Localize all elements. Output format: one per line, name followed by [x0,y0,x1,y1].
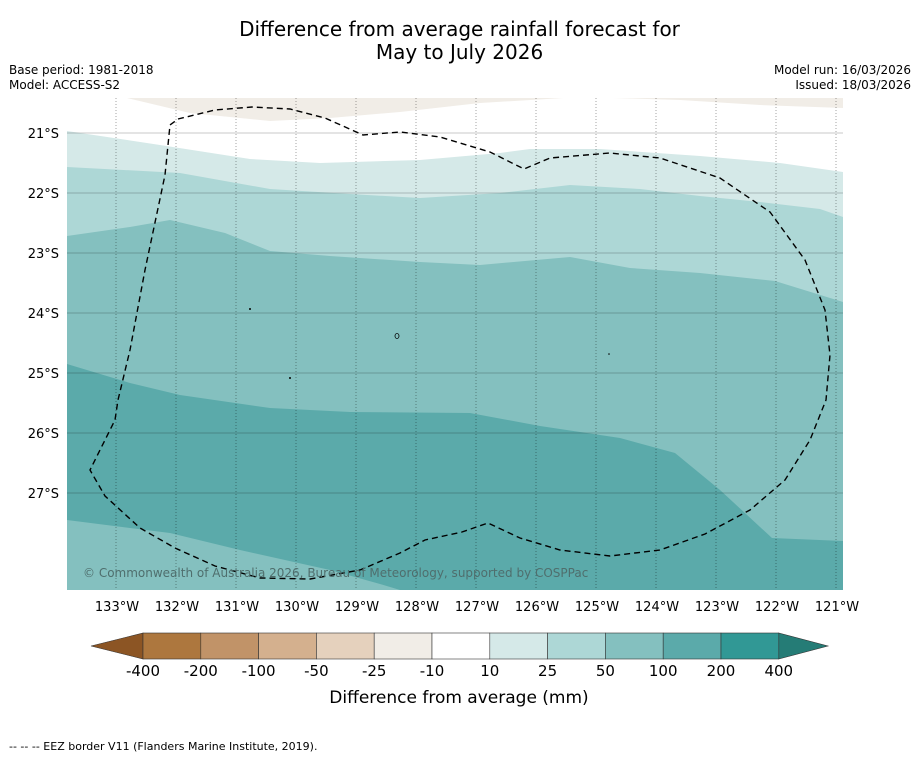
map-area: © Commonwealth of Australia 2026, Bureau… [67,98,843,590]
eez-border [89,106,831,580]
lat-label: 26°S [28,427,59,442]
graticule [67,98,843,590]
band-neg10 [127,98,843,121]
title-line-1: Difference from average rainfall forecas… [239,17,680,41]
colorbar-segment [720,632,780,660]
band-lower-left [67,520,400,590]
colorbar-extend-low [90,632,144,660]
lon-label: 126°W [515,600,559,615]
colorbar-tick-label: -400 [126,662,160,680]
colorbar-tick-label: 25 [538,662,557,680]
lat-label: 23°S [28,247,59,262]
latitude-labels: 21°S 22°S 23°S 24°S 25°S 26°S 27°S [28,127,59,502]
lon-label: 121°W [815,600,859,615]
lon-label: 129°W [335,600,379,615]
colorbar [90,632,830,660]
colorbar-segment [200,632,259,660]
lat-label: 21°S [28,127,59,142]
lat-label: 27°S [28,487,59,502]
colorbar-tick-label: -200 [184,662,218,680]
colorbar-tick-label: 50 [596,662,615,680]
colorbar-tick-label: 100 [649,662,678,680]
colorbar-segment [373,632,433,660]
lon-label: 127°W [455,600,499,615]
colorbar-tick-label: -100 [242,662,276,680]
colorbar-tick-label: -10 [420,662,445,680]
island-1 [249,308,251,310]
copyright-text: © Commonwealth of Australia 2026, Bureau… [83,566,588,580]
colorbar-tick-label: 10 [480,662,499,680]
lon-label: 125°W [575,600,619,615]
lon-label: 132°W [155,600,199,615]
base-period: Base period: 1981-2018 [9,63,154,77]
colorbar-tick-label: -25 [362,662,387,680]
colorbar-segment [662,632,722,660]
lon-label: 131°W [215,600,259,615]
island-3 [289,377,291,379]
run-info: Model run: 16/03/2026 Issued: 18/03/2026 [774,63,911,93]
eez-source-note: -- -- -- EEZ border V11 (Flanders Marine… [9,740,318,753]
island-2 [394,333,400,339]
colorbar-segment [489,632,548,660]
lon-label: 124°W [635,600,679,615]
band-100-200 [67,364,843,590]
colorbar-segment [142,632,202,660]
lon-label: 123°W [695,600,739,615]
colorbar-segment [547,632,606,660]
island-4 [608,353,610,355]
lat-label: 24°S [28,307,59,322]
lon-label: 122°W [755,600,799,615]
colorbar-tick-label: -50 [304,662,329,680]
colorbar-segment [431,632,491,660]
lon-label: 128°W [395,600,439,615]
colorbar-extend-high [778,632,830,660]
colorbar-segment [258,632,317,660]
lon-label: 130°W [275,600,319,615]
map-title: Difference from average rainfall forecas… [0,18,919,64]
base-info: Base period: 1981-2018 Model: ACCESS-S2 [9,63,154,93]
issued-date: Issued: 18/03/2026 [795,78,911,92]
colorbar-tick-label: 400 [764,662,793,680]
model-run: Model run: 16/03/2026 [773,63,911,77]
colorbar-segment [605,632,664,660]
title-line-2: May to July 2026 [375,40,544,64]
colorbar-ticks: -400 -200 -100 -50 -25 -10 10 25 50 100 200 400 [126,662,793,680]
model-name: Model: ACCESS-S2 [9,78,121,92]
colorbar-label: Difference from average (mm) [329,688,588,708]
lat-label: 25°S [28,367,59,382]
longitude-labels: 133°W 132°W 131°W 130°W 129°W 128°W 127°W 126°W… [95,600,859,615]
colorbar-segment [316,632,375,660]
lat-label: 22°S [28,187,59,202]
colorbar-tick-label: 200 [707,662,736,680]
lon-label: 133°W [95,600,139,615]
